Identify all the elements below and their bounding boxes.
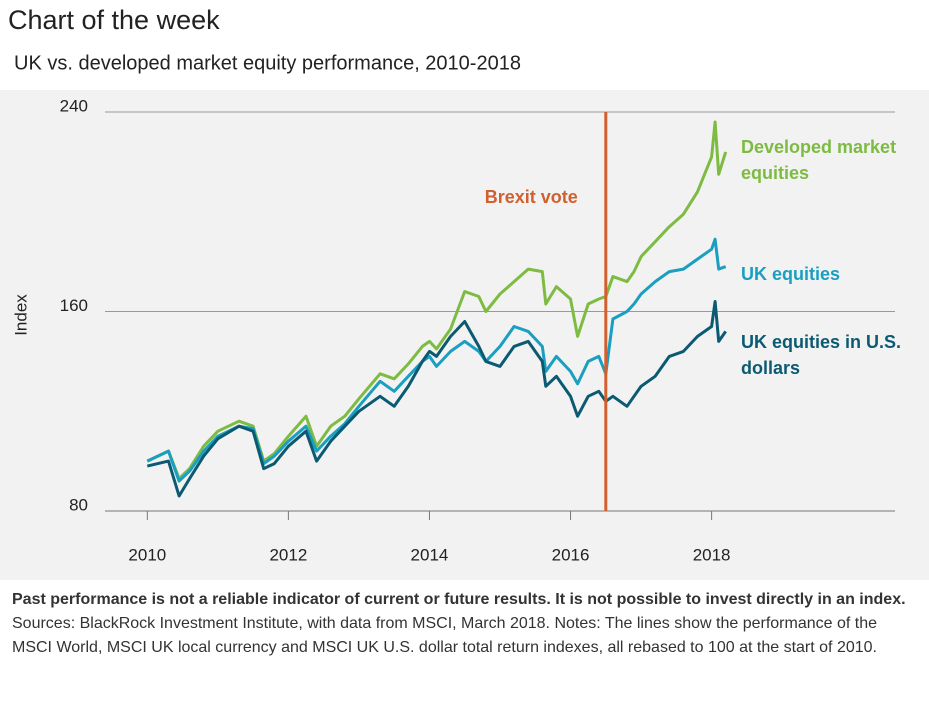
x-tick-label: 2012: [269, 545, 307, 564]
legend-entry: UK equities in U.S. dollars: [741, 332, 902, 378]
chart: Chart of the week UK vs. developed marke…: [0, 5, 929, 580]
y-tick-label: 240: [60, 96, 88, 115]
sources: Sources: BlackRock Investment Institute,…: [12, 615, 877, 656]
y-tick-label: 80: [69, 495, 88, 514]
notes: Past performance is not a reliable indic…: [12, 588, 912, 660]
chart-subtitle: UK vs. developed market equity performan…: [14, 52, 521, 74]
legend-entry: Developed market equities: [741, 137, 897, 183]
x-tick-label: 2016: [552, 545, 590, 564]
y-axis-label: Index: [11, 294, 30, 336]
x-tick-label: 2018: [693, 545, 731, 564]
legend-entry: UK equities: [741, 264, 841, 284]
disclaimer: Past performance is not a reliable indic…: [12, 591, 906, 608]
annotation-label: Brexit vote: [485, 187, 578, 207]
series-line: [146, 300, 727, 498]
x-tick-label: 2010: [128, 545, 166, 564]
y-tick-label: 160: [60, 296, 88, 315]
plot-background: [0, 90, 929, 580]
chart-title: Chart of the week: [8, 5, 220, 35]
x-tick-label: 2014: [411, 545, 449, 564]
